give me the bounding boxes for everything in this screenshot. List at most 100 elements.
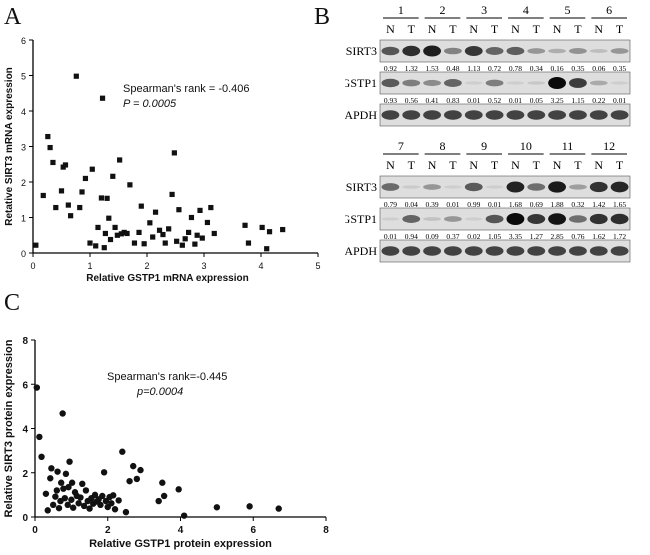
densitometry-value: 1.68 [509,200,522,209]
densitometry-value: 0.35 [613,64,626,73]
band [402,215,421,223]
blot-strip [379,175,631,199]
densitometry-value: 0.99 [467,200,480,209]
band [589,80,608,86]
densitometry-value: 1.13 [467,64,480,73]
data-point [99,492,106,500]
y-tick-label: 6 [21,36,26,46]
data-point [147,220,153,226]
band [548,110,566,120]
data-point [126,477,133,485]
band [485,214,504,224]
lane-label-normal: N [511,22,520,36]
lane-label-normal: N [553,158,562,172]
protein-label: GAPDH [345,108,377,122]
protein-label: GSTP1 [345,76,377,90]
band [444,110,462,120]
lane-label-tumor: T [533,22,541,36]
y-tick-label: 3 [21,143,26,153]
lane-label-tumor: T [449,22,457,36]
data-point [53,487,61,494]
annotation-rank: Spearman's rank=-0.445 [107,371,227,383]
data-point [171,150,177,156]
band [589,49,608,53]
sample-number: 3 [481,3,487,17]
band [464,45,483,57]
data-point [242,222,248,228]
data-point [79,480,86,488]
lane-label-tumor: T [533,158,541,172]
band [485,110,504,120]
densitometry-value: 0.56 [405,96,418,105]
protein-label: GSTP1 [345,212,377,226]
densitometry-value: 0.52 [488,96,501,105]
lane-label-tumor: T [616,22,624,36]
band [444,185,462,189]
data-point [111,506,119,513]
band [464,246,483,256]
annotation-p-value: p=0.0004 [136,386,183,398]
blot-strip [379,103,631,127]
data-point [65,202,71,208]
x-tick-label: 2 [144,261,149,271]
band [569,184,587,190]
band [548,213,566,225]
data-point [40,192,46,199]
x-tick-label: 8 [323,525,329,536]
protein-label: GAPDH [345,244,377,258]
lane-label-tumor: T [491,158,499,172]
densitometry-value: 0.04 [405,200,418,209]
data-point [166,226,172,232]
y-tick-label: 6 [22,380,28,391]
data-point [45,133,51,140]
band [506,110,525,120]
band [402,185,421,189]
data-point [155,497,162,505]
lane-label-normal: N [594,22,603,36]
data-point [188,214,195,221]
densitometry-value: 0.35 [571,64,584,73]
densitometry-value: 0.76 [571,232,584,241]
densitometry-value: 1.32 [405,64,418,73]
scatter-plot-c: 0 2 4 6 8 0 2 4 6 8 Relative GSTP1 protein express… [3,336,329,550]
data-point [179,242,185,248]
data-point [33,384,41,391]
densitometry-value: 0.94 [405,232,418,241]
x-axis-label: Relative GSTP1 protein expression [89,538,272,550]
densitometry-value: 0.09 [426,232,439,241]
band [610,48,629,54]
sample-number: 11 [562,139,574,153]
data-point [156,227,163,233]
densitometry-value: 0.05 [530,96,543,105]
band [548,48,566,54]
band [464,217,483,221]
band [610,81,629,85]
data-point [89,166,95,172]
band [381,78,400,88]
band [464,182,483,192]
band [506,181,525,193]
band [548,77,566,89]
band [610,181,629,193]
band [548,181,566,193]
band [589,213,608,225]
data-point [98,195,104,201]
data-point [62,162,69,168]
band [506,213,525,225]
data-point [36,433,43,441]
densitometry-value: 0.92 [384,64,397,73]
y-tick-label: 1 [21,214,26,224]
band [444,216,462,222]
data-point [174,238,180,244]
band [423,217,441,221]
band [506,81,525,85]
lane-label-normal: N [553,22,562,36]
sample-number: 4 [523,3,529,17]
panel-label-b: B [314,4,331,30]
band [589,110,608,120]
data-point [77,494,84,501]
data-point [49,501,57,509]
x-tick-label: 1 [87,261,92,271]
densitometry-value: 1.42 [592,200,605,209]
data-point [169,191,175,198]
